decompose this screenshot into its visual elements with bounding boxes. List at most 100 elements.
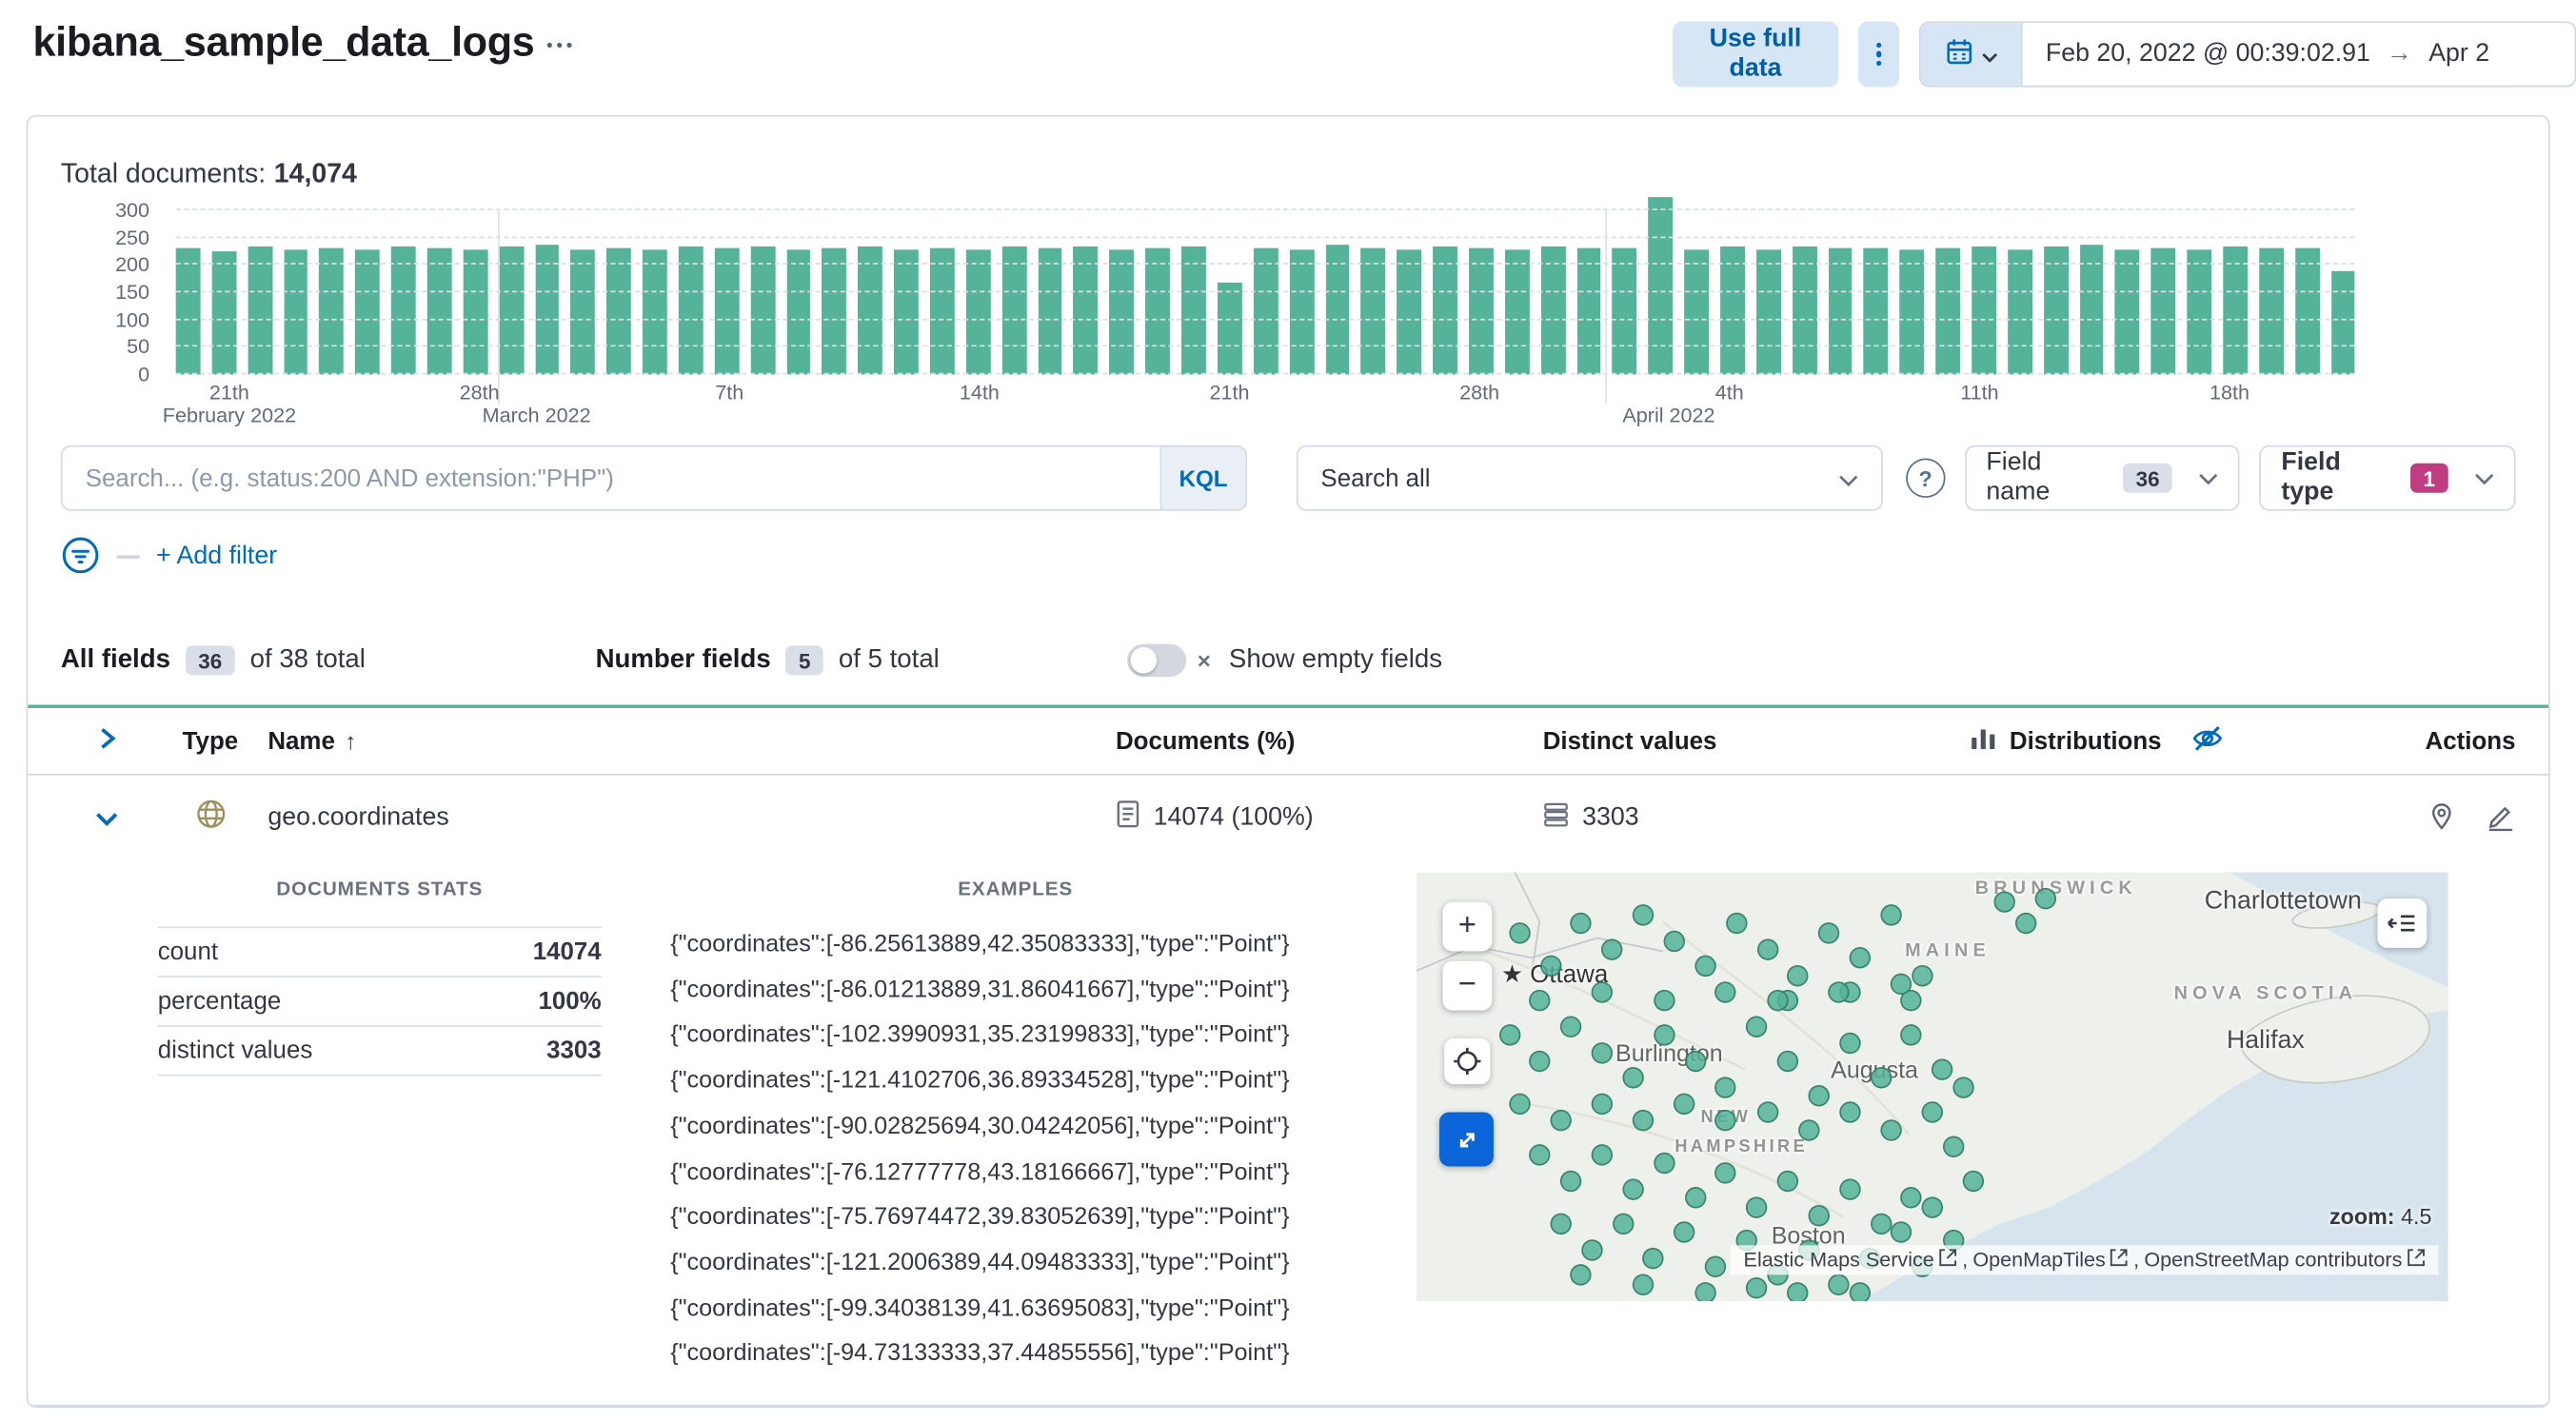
dataview-options-button[interactable] <box>547 42 572 49</box>
filter-set-icon[interactable] <box>61 535 100 580</box>
map-zoom-out-button[interactable]: − <box>1442 960 1493 1011</box>
histogram-bar[interactable] <box>2079 245 2104 375</box>
histogram-bar[interactable] <box>786 249 811 375</box>
hide-distributions-icon[interactable] <box>2191 722 2223 759</box>
attribution-link[interactable]: OpenStreetMap contributors <box>2144 1249 2425 1272</box>
map-point <box>1498 1024 1520 1046</box>
histogram-bar[interactable] <box>570 248 596 375</box>
map-point <box>1633 904 1655 926</box>
date-range-start[interactable]: Feb 20, 2022 @ 00:39:02.91 <box>2045 39 2370 68</box>
edit-field-button[interactable] <box>2486 800 2515 835</box>
histogram-bar[interactable] <box>1648 196 1674 375</box>
explore-in-maps-button[interactable] <box>2427 800 2456 835</box>
histogram-bar[interactable] <box>2330 271 2356 375</box>
histogram-bar[interactable] <box>1468 247 1494 375</box>
histogram-plot[interactable] <box>175 196 2356 405</box>
histogram-bar[interactable] <box>355 249 380 375</box>
histogram-bar[interactable] <box>2007 248 2032 375</box>
histogram-bar[interactable] <box>463 249 488 375</box>
histogram-bar[interactable] <box>175 247 201 375</box>
histogram-bar[interactable] <box>1109 249 1135 375</box>
map-panel[interactable]: BRUNSWICK Charlottetown MAINE NOVA SCOTIA Ha… <box>1416 872 2448 1301</box>
histogram-bar[interactable] <box>1073 247 1099 375</box>
field-type-filter[interactable]: Field type 1 <box>2259 444 2516 511</box>
histogram-bar[interactable] <box>391 246 416 375</box>
histogram-bar[interactable] <box>1397 249 1422 375</box>
histogram-bar[interactable] <box>929 247 955 375</box>
map-legend-button[interactable] <box>2377 899 2427 948</box>
search-input[interactable] <box>62 446 1160 510</box>
histogram-bar[interactable] <box>2294 247 2320 375</box>
histogram-bar[interactable] <box>2258 248 2284 375</box>
histogram-bar[interactable] <box>499 247 524 375</box>
distributions-chart-icon <box>1970 724 1996 758</box>
histogram-bar[interactable] <box>1935 247 1961 375</box>
use-full-data-button[interactable]: Use full data <box>1673 21 1838 88</box>
attribution-link[interactable]: Elastic Maps Service <box>1744 1249 1957 1272</box>
histogram-bar[interactable] <box>750 247 775 375</box>
search-all-select[interactable]: Search all <box>1296 444 1883 511</box>
histogram-bar[interactable] <box>534 245 560 375</box>
expand-all-chevron[interactable] <box>96 728 117 755</box>
date-range-end[interactable]: Apr 2 <box>2428 39 2490 68</box>
histogram-bar[interactable] <box>1433 247 1457 375</box>
histogram-bar[interactable] <box>1360 248 1386 375</box>
help-icon[interactable]: ? <box>1905 458 1946 498</box>
histogram-bar[interactable] <box>1828 248 1853 375</box>
histogram-bar[interactable] <box>1253 247 1278 375</box>
histogram-bar[interactable] <box>1181 246 1206 375</box>
y-axis-tick: 250 <box>115 226 150 249</box>
histogram-bar[interactable] <box>1684 248 1709 375</box>
histogram-bar[interactable] <box>1612 247 1637 375</box>
histogram-bar[interactable] <box>1899 249 1925 375</box>
histogram-bar[interactable] <box>1038 248 1062 375</box>
histogram-bar[interactable] <box>2187 248 2212 375</box>
histogram-bar[interactable] <box>1217 282 1242 375</box>
histogram-bar[interactable] <box>1720 247 1745 375</box>
histogram-bar[interactable] <box>822 247 847 375</box>
histogram-bar[interactable] <box>1576 248 1601 375</box>
map-expand-button[interactable] <box>1438 1112 1494 1167</box>
field-name-filter[interactable]: Field name 36 <box>1964 444 2241 511</box>
histogram-bar[interactable] <box>965 249 991 375</box>
histogram-bar[interactable] <box>1325 245 1350 375</box>
collapse-row-chevron[interactable] <box>95 806 118 831</box>
histogram-bar[interactable] <box>894 248 919 375</box>
histogram-bar[interactable] <box>678 246 703 375</box>
histogram-bar[interactable] <box>2150 247 2176 375</box>
histogram-bar[interactable] <box>1972 246 1996 375</box>
add-filter-button[interactable]: + Add filter <box>155 542 278 570</box>
column-name[interactable]: Name ↑ <box>268 726 357 756</box>
distinct-values-value: 3303 <box>1582 803 1639 832</box>
histogram-bar[interactable] <box>248 246 272 375</box>
histogram-bar[interactable] <box>1145 247 1171 375</box>
histogram-bar[interactable] <box>1289 248 1314 375</box>
histogram-bar[interactable] <box>426 248 452 375</box>
histogram-bar[interactable] <box>283 248 308 375</box>
map-zoom-in-button[interactable]: + <box>1442 901 1493 952</box>
histogram-bar[interactable] <box>1792 246 1817 375</box>
histogram-bar[interactable] <box>2043 247 2069 375</box>
histogram-bar[interactable] <box>1755 249 1781 375</box>
histogram-bar[interactable] <box>1001 246 1027 375</box>
map-locate-button[interactable] <box>1444 1037 1491 1085</box>
histogram-bar[interactable] <box>714 248 740 375</box>
histogram-bar[interactable] <box>606 247 632 375</box>
search-bar-row: KQL Search all ? Field name 36 Field typ… <box>60 444 2516 511</box>
histogram-bar[interactable] <box>2115 249 2140 375</box>
histogram-bar[interactable] <box>858 246 883 375</box>
kql-button[interactable]: KQL <box>1159 446 1246 510</box>
histogram-bar[interactable] <box>319 247 345 375</box>
histogram-bar[interactable] <box>211 250 237 375</box>
more-options-button[interactable] <box>1857 21 1900 88</box>
histogram-bar[interactable] <box>1540 246 1566 375</box>
all-fields-summary: All fields 36 of 38 total <box>61 645 366 676</box>
histogram-bar[interactable] <box>1863 247 1889 375</box>
show-empty-fields-toggle[interactable] <box>1126 643 1186 678</box>
histogram-bar[interactable] <box>2223 246 2248 375</box>
histogram-bar[interactable] <box>1504 249 1530 375</box>
date-quick-select-button[interactable] <box>1920 23 2023 86</box>
histogram-bar[interactable] <box>643 249 667 375</box>
attribution-link[interactable]: OpenMapTiles <box>1972 1249 2129 1272</box>
map-canvas[interactable] <box>1416 872 2448 1301</box>
